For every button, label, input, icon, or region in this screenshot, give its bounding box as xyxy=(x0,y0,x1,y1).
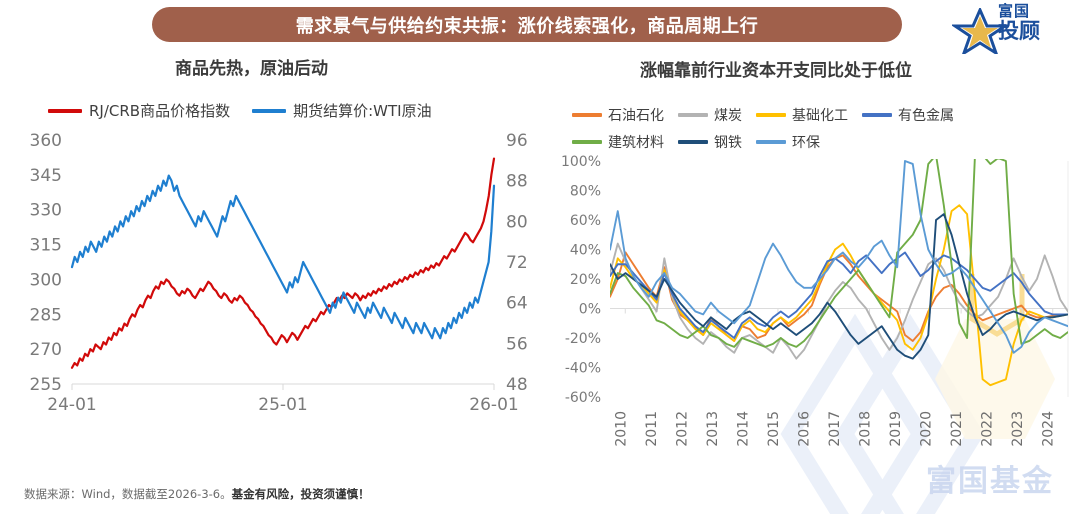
footer-note: 数据来源：Wind，数据截至2026-3-6。基金有风险，投资须谨慎！ xyxy=(24,486,370,502)
series-line-5 xyxy=(610,213,1068,360)
y-axis-left-tick: 270 xyxy=(30,340,62,360)
legend-label: 建筑材料 xyxy=(608,135,664,151)
series-line-0 xyxy=(70,157,496,369)
legend-label: 有色金属 xyxy=(898,108,954,124)
legend-swatch-icon xyxy=(678,113,708,117)
y-axis-tick: 100% xyxy=(561,154,601,170)
footer-disclaimer: 基金有风险，投资须谨慎！ xyxy=(231,487,370,501)
x-axis-tick: 2011 xyxy=(644,411,660,447)
y-axis-right-tick: 96 xyxy=(506,131,528,151)
legend-right-chart: 石油石化 煤炭 基础化工 有色金属建筑材料 钢铁 环保 xyxy=(572,105,1062,159)
legend-label: 煤炭 xyxy=(714,108,742,124)
legend-item-5[interactable]: 钢铁 xyxy=(678,132,742,152)
series-line-3 xyxy=(610,251,1068,339)
x-axis-tick: 26-01 xyxy=(469,395,518,415)
legend-swatch-icon xyxy=(252,108,287,113)
legend-swatch-icon xyxy=(48,108,82,113)
logo-line-2: 投顾 xyxy=(998,19,1040,43)
left-chart-svg: 255 270 285 300 315 330 345 360 48 56 64 72 80 88 96 24… xyxy=(30,131,528,415)
y-axis-left-tick: 315 xyxy=(30,236,62,256)
y-axis-left-tick: 345 xyxy=(30,166,62,186)
y-axis-right-tick: 80 xyxy=(506,212,528,232)
legend-label: 基础化工 xyxy=(792,108,848,124)
y-axis-right-tick: 64 xyxy=(506,294,528,314)
x-axis-tick: 2017 xyxy=(827,411,843,447)
x-axis-tick: 24-01 xyxy=(47,395,96,415)
header-banner: 需求景气与供给约束共振：涨价线索强化，商品周期上行 xyxy=(152,7,902,42)
legend-item-3[interactable]: 有色金属 xyxy=(862,105,954,125)
x-axis-tick: 2014 xyxy=(735,411,751,447)
x-axis-tick: 2016 xyxy=(796,411,812,447)
y-axis-right-tick: 56 xyxy=(506,334,528,354)
y-axis-tick: -40% xyxy=(565,361,601,377)
chart-commodity-vs-oil: 255 270 285 300 315 330 345 360 48 56 64 72 80 88 96 24… xyxy=(18,131,546,422)
legend-swatch-icon xyxy=(572,113,602,117)
x-axis-tick: 2020 xyxy=(919,411,935,447)
series-line-2 xyxy=(610,204,1068,387)
legend-item-1[interactable]: 期货结算价:WTI原油 xyxy=(252,100,432,121)
legend-item-4[interactable]: 建筑材料 xyxy=(572,132,664,152)
x-axis-tick: 25-01 xyxy=(258,395,307,415)
series-line-0 xyxy=(610,251,1068,342)
page-title: 需求景气与供给约束共振：涨价线索强化，商品周期上行 xyxy=(295,15,759,37)
y-axis-tick: 0% xyxy=(579,302,601,318)
subtitle-right: 涨幅靠前行业资本开支同比处于低位 xyxy=(640,61,912,81)
legend-item-2[interactable]: 基础化工 xyxy=(756,105,848,125)
y-axis-left-tick: 360 xyxy=(30,131,62,151)
brand-logo: 富国 投顾 xyxy=(952,2,1070,54)
subtitle-left: 商品先热，原油后动 xyxy=(175,59,328,79)
y-axis-tick: -60% xyxy=(565,390,601,406)
legend-label: 环保 xyxy=(792,135,820,151)
star-icon xyxy=(952,8,1008,54)
x-axis-tick: 2021 xyxy=(949,411,965,447)
y-axis-left-tick: 330 xyxy=(30,201,62,221)
legend-item-0[interactable]: RJ/CRB商品价格指数 xyxy=(48,100,230,121)
y-axis-left-tick: 285 xyxy=(30,305,62,325)
series-line-4 xyxy=(610,159,1068,348)
series-line-1 xyxy=(610,242,1068,360)
chart-capex-yoy: 100% 80% 60% 40% 20% 0% -20% -40% -60% 2010 2011 20… xyxy=(556,154,1076,475)
y-axis-right-tick: 72 xyxy=(506,253,528,273)
x-axis-tick: 2022 xyxy=(980,411,996,447)
x-axis-tick: 2010 xyxy=(613,411,629,447)
legend-label: RJ/CRB商品价格指数 xyxy=(89,102,231,120)
legend-label: 期货结算价:WTI原油 xyxy=(293,102,432,120)
x-axis-tick: 2019 xyxy=(888,411,904,447)
y-axis-tick: 40% xyxy=(570,243,601,259)
x-axis-tick: 2015 xyxy=(766,411,782,447)
x-axis-tick: 2023 xyxy=(1010,411,1026,447)
x-axis-tick: 2012 xyxy=(674,411,690,447)
legend-item-0[interactable]: 石油石化 xyxy=(572,105,664,125)
y-axis-tick: 80% xyxy=(570,184,601,200)
legend-label: 石油石化 xyxy=(608,108,664,124)
logo-line-1: 富国 xyxy=(998,2,1031,20)
series-line-1 xyxy=(70,174,496,340)
y-axis-tick: 60% xyxy=(570,213,601,229)
series-line-6 xyxy=(610,160,1068,354)
y-axis-right-tick: 48 xyxy=(506,375,528,395)
legend-item-1[interactable]: 煤炭 xyxy=(678,105,742,125)
y-axis-left-tick: 255 xyxy=(30,375,62,395)
y-axis-tick: 20% xyxy=(570,272,601,288)
legend-swatch-icon xyxy=(756,113,786,117)
legend-swatch-icon xyxy=(678,140,708,144)
x-axis-tick: 2018 xyxy=(858,411,874,447)
legend-swatch-icon xyxy=(756,140,786,144)
legend-label: 钢铁 xyxy=(714,135,742,151)
x-axis-tick: 2013 xyxy=(705,411,721,447)
legend-left-chart: RJ/CRB商品价格指数 期货结算价:WTI原油 xyxy=(48,100,454,121)
y-axis-tick: -20% xyxy=(565,331,601,347)
legend-swatch-icon xyxy=(572,140,602,144)
legend-item-6[interactable]: 环保 xyxy=(756,132,820,152)
legend-swatch-icon xyxy=(862,113,892,117)
y-axis-left-tick: 300 xyxy=(30,270,62,290)
watermark-text: 富国基金 xyxy=(926,464,1054,499)
x-axis-tick: 2024 xyxy=(1041,411,1057,447)
footer-source: 数据来源：Wind，数据截至2026-3-6。 xyxy=(24,487,232,501)
right-chart-svg: 100% 80% 60% 40% 20% 0% -20% -40% -60% 2010 2011 20… xyxy=(561,154,1069,447)
y-axis-right-tick: 88 xyxy=(506,172,528,192)
